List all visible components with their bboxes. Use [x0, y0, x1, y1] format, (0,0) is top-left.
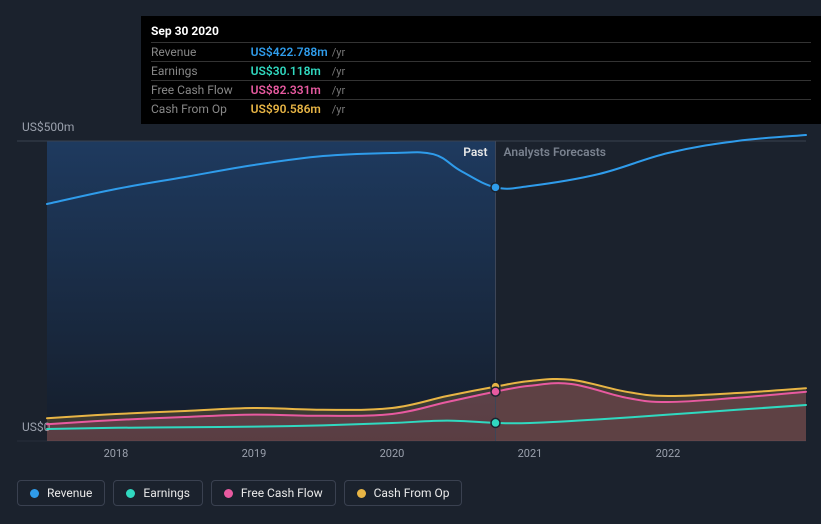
svg-text:2022: 2022 [656, 447, 681, 460]
legend-item-free-cash-flow[interactable]: Free Cash Flow [211, 480, 336, 506]
legend-swatch [30, 489, 39, 498]
tooltip-row-unit: /yr [332, 100, 811, 119]
svg-text:Analysts Forecasts: Analysts Forecasts [504, 145, 606, 159]
legend-item-earnings[interactable]: Earnings [113, 480, 203, 506]
tooltip-row-unit: /yr [332, 62, 811, 81]
tooltip-row-label: Earnings [151, 62, 251, 81]
legend-item-label: Free Cash Flow [241, 486, 323, 500]
legend-item-label: Revenue [47, 486, 92, 500]
tooltip-row-label: Revenue [151, 43, 251, 62]
chart-legend: Revenue Earnings Free Cash Flow Cash From O… [17, 480, 462, 506]
tooltip-row-value: US$422.788m [251, 43, 332, 62]
tooltip-row-value: US$82.331m [251, 81, 332, 100]
svg-text:2020: 2020 [380, 447, 405, 460]
financial-chart: US$0 US$500m Past Analysts Forecasts 2018 201… [0, 0, 821, 524]
legend-item-cash-from-op[interactable]: Cash From Op [344, 480, 463, 506]
chart-tooltip: Sep 30 2020 RevenueUS$422.788m/yrEarning… [141, 16, 821, 124]
tooltip-row-label: Free Cash Flow [151, 81, 251, 100]
tooltip-row-value: US$30.118m [251, 62, 332, 81]
svg-text:Past: Past [463, 145, 487, 159]
svg-text:2021: 2021 [518, 447, 543, 460]
legend-item-label: Cash From Op [374, 486, 450, 500]
legend-swatch [357, 489, 366, 498]
tooltip-row-label: Cash From Op [151, 100, 251, 119]
legend-item-label: Earnings [143, 486, 190, 500]
legend-item-revenue[interactable]: Revenue [17, 480, 105, 506]
legend-swatch [224, 489, 233, 498]
tooltip-table: RevenueUS$422.788m/yrEarningsUS$30.118m/… [151, 42, 811, 118]
tooltip-row: Cash From OpUS$90.586m/yr [151, 100, 811, 119]
tooltip-row: RevenueUS$422.788m/yr [151, 43, 811, 62]
tooltip-row-value: US$90.586m [251, 100, 332, 119]
tooltip-row-unit: /yr [332, 43, 811, 62]
tooltip-row: Free Cash FlowUS$82.331m/yr [151, 81, 811, 100]
tooltip-date: Sep 30 2020 [151, 22, 811, 42]
svg-text:2018: 2018 [104, 447, 129, 460]
tooltip-row-unit: /yr [332, 81, 811, 100]
tooltip-row: EarningsUS$30.118m/yr [151, 62, 811, 81]
legend-swatch [126, 489, 135, 498]
svg-text:2019: 2019 [242, 447, 267, 460]
svg-text:US$500m: US$500m [22, 120, 74, 134]
svg-text:US$0: US$0 [22, 420, 51, 434]
